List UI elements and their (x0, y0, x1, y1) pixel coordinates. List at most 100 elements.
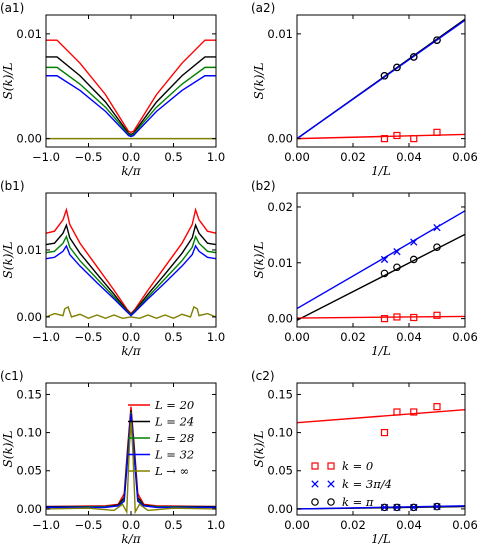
y-tick-label: 0.00 (267, 132, 293, 146)
x-axis-label: 1/L (371, 344, 391, 358)
x-tick-label: −0.5 (75, 150, 103, 164)
y-axis-label: S(k)/L (252, 63, 266, 100)
data-point-0-3 (433, 403, 441, 411)
legend-entry: k = 0 (342, 459, 373, 473)
x-axis-label: k/π (121, 344, 141, 358)
legend-marker (311, 498, 319, 506)
series-line-1 (46, 56, 216, 136)
x-tick-label: 0.06 (452, 330, 478, 344)
axes-frame (296, 192, 466, 328)
legend-marker (327, 462, 335, 470)
axes-frame (296, 14, 466, 148)
x-tick-label: −0.5 (75, 518, 103, 532)
panel-c1: −1.0 −0.5 0.0 0.5 1.0 0.00 0.05 0.10 0.15 k/π S(k)… (0, 369, 225, 546)
axes-frame (45, 192, 217, 328)
data-point-2-0 (380, 135, 389, 143)
panel-b1: −1.0 −0.5 0.0 0.5 1.0 0.00 0.01 k/π S(k)/L (b1) (0, 179, 225, 358)
data-point-0-2 (410, 408, 418, 416)
y-tick-label: 0.01 (267, 256, 293, 270)
y-tick-label: 0.02 (267, 200, 293, 214)
panel-label: (b2) (251, 179, 276, 193)
y-tick-label: 0.01 (16, 27, 42, 41)
data-point-2-3 (433, 311, 441, 319)
y-tick-label: 0.15 (16, 387, 42, 401)
x-tick-label: 0.5 (164, 330, 182, 344)
data-point-2-2 (410, 313, 418, 322)
x-tick-label: 1.0 (207, 330, 225, 344)
panel-label: (c1) (0, 369, 24, 383)
x-tick-label: 0.00 (284, 330, 310, 344)
data-point-2-2 (410, 135, 418, 143)
y-tick-label: 0.05 (16, 464, 42, 478)
x-axis-label: k/π (121, 164, 141, 178)
x-axis-label: 1/L (371, 164, 391, 178)
data-point-1-3 (433, 243, 441, 251)
panel-a2: 0.00 0.02 0.04 0.06 0.00 0.01 1/L S(k)/L (a2) (251, 1, 478, 178)
data-point-1-1 (393, 63, 401, 72)
data-point-1-0 (380, 71, 389, 80)
y-tick-label: 0.00 (16, 502, 42, 516)
panel-c2: 0.00 0.02 0.04 0.06 0.00 0.05 0.10 0.15 1/L S(k)/… (251, 369, 478, 546)
y-tick-label: 0.10 (16, 426, 42, 440)
data-point-2-3 (433, 502, 441, 511)
data-point-0-0 (380, 255, 389, 264)
x-tick-label: 0.5 (164, 150, 182, 164)
panel-label: (a2) (251, 1, 275, 15)
data-point-2-0 (380, 315, 389, 323)
series-line-3 (46, 413, 216, 509)
x-tick-label: 0.06 (452, 518, 478, 532)
x-tick-label: 0.02 (340, 518, 366, 532)
x-axis-label: 1/L (371, 532, 391, 546)
y-tick-label: 0.00 (16, 132, 42, 146)
data-point-0-2 (410, 238, 418, 246)
y-axis-label: S(k)/L (252, 431, 266, 468)
x-tick-label: 0.00 (284, 518, 310, 532)
x-tick-label: 0.0 (122, 518, 140, 532)
plot-area (46, 207, 216, 320)
data-point-1-0 (380, 269, 389, 278)
series-line-2 (46, 66, 216, 137)
x-tick-label: 0.5 (164, 518, 182, 532)
plot-area (297, 18, 465, 143)
panel-a1: −1.0 −0.5 0.0 0.5 1.0 0.00 0.01 k/π S(k)/L (a1) (0, 1, 225, 178)
data-point-2-3 (433, 128, 441, 136)
series-line-2 (46, 234, 216, 316)
fit-line-0 (297, 409, 465, 424)
x-tick-label: −1.0 (32, 518, 60, 532)
legend-marker (311, 480, 319, 488)
data-point-0-0 (380, 428, 389, 437)
x-tick-label: 0.04 (396, 518, 422, 532)
data-point-0-1 (393, 247, 401, 256)
legend-entry: L = 20 (154, 398, 194, 412)
panel-b2: 0.00 0.02 0.04 0.06 0.00 0.01 0.02 1/L S(k)/L (b2… (251, 179, 478, 358)
data-point-1-2 (409, 53, 418, 61)
legend: k = 0 k = 3π/4 k = π (311, 459, 392, 509)
y-tick-label: 0.01 (267, 27, 293, 41)
x-tick-label: −0.5 (75, 330, 103, 344)
y-tick-label: 0.01 (16, 243, 42, 257)
legend-marker (327, 480, 335, 488)
panel-label: (a1) (0, 1, 24, 15)
legend-entry: L = 32 (154, 448, 194, 462)
series-line-1 (46, 223, 216, 316)
data-point-1-3 (433, 36, 441, 44)
data-point-2-1 (393, 313, 401, 321)
y-axis-label: S(k)/L (1, 242, 15, 279)
data-point-2-1 (393, 503, 401, 512)
data-point-2-2 (409, 503, 418, 512)
legend-entry: L = 28 (154, 431, 194, 445)
x-axis-label: k/π (121, 532, 141, 546)
x-tick-label: −1.0 (32, 150, 60, 164)
x-tick-label: 0.02 (340, 150, 366, 164)
panel-label: (c2) (251, 369, 275, 383)
legend-marker (327, 498, 335, 506)
y-axis-label: S(k)/L (1, 63, 15, 100)
x-tick-label: 0.00 (284, 150, 310, 164)
legend-entry: L → ∞ (154, 464, 189, 478)
axes-frame (296, 382, 466, 516)
x-tick-label: 1.0 (207, 518, 225, 532)
y-tick-label: 0.00 (267, 312, 293, 326)
y-tick-label: 0.00 (16, 310, 42, 324)
x-tick-label: 0.04 (396, 330, 422, 344)
